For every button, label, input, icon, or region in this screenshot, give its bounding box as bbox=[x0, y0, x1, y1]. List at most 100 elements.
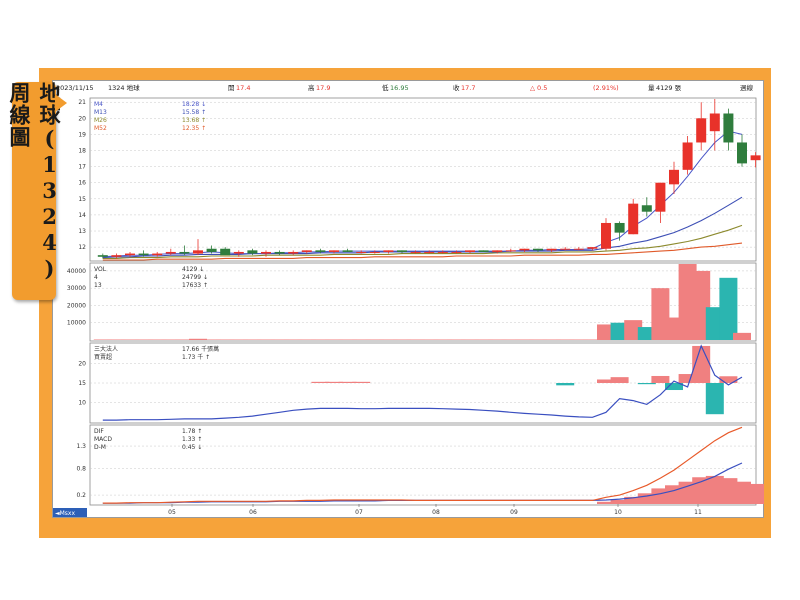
scroll-left-label[interactable]: ◄Msxx bbox=[55, 510, 75, 517]
institutional-marks bbox=[102, 344, 743, 421]
volume-bar bbox=[148, 339, 167, 340]
legend-name: VOL bbox=[94, 266, 107, 273]
candle-body bbox=[519, 248, 530, 251]
volume-bar bbox=[651, 288, 670, 340]
candle-body bbox=[628, 203, 639, 235]
oscillator-bar bbox=[624, 496, 643, 504]
volume-bar bbox=[175, 339, 194, 340]
candle-body bbox=[193, 250, 203, 254]
candle-body bbox=[97, 255, 108, 257]
volume-marks bbox=[93, 264, 751, 340]
legend-value: 13.68 ↑ bbox=[182, 117, 206, 124]
volume-bar bbox=[325, 339, 343, 340]
candle-body bbox=[424, 251, 435, 253]
volume-bar bbox=[719, 277, 738, 340]
y-tick-label: 20000 bbox=[67, 302, 86, 309]
candle-body bbox=[696, 118, 707, 143]
candle-body bbox=[465, 250, 475, 252]
legend-name: M26 bbox=[94, 117, 107, 124]
candle-body bbox=[492, 250, 503, 252]
macd-panel bbox=[89, 424, 757, 506]
candle-body bbox=[356, 251, 367, 253]
change-value: 0.5 bbox=[537, 84, 547, 92]
volume-bar bbox=[257, 339, 275, 340]
candle-body bbox=[274, 251, 285, 254]
oscillator-bar bbox=[719, 478, 738, 504]
candle-body bbox=[478, 250, 489, 252]
mode-label[interactable]: 週線 bbox=[740, 83, 754, 92]
candle-body bbox=[641, 205, 652, 212]
volume-bar bbox=[338, 339, 357, 340]
change-label: △ bbox=[530, 84, 535, 92]
volume-bar bbox=[379, 339, 398, 340]
net-buy-bar bbox=[325, 381, 343, 383]
legend-name: 買賣超 bbox=[94, 353, 112, 361]
candle-body bbox=[138, 253, 149, 256]
net-buy-bar bbox=[352, 381, 371, 383]
legend-name: M52 bbox=[94, 125, 107, 132]
volume-bar bbox=[488, 339, 507, 340]
volume-bar bbox=[678, 264, 697, 340]
y-tick-label: 40000 bbox=[67, 268, 86, 275]
candle-body bbox=[179, 251, 190, 254]
candle-body bbox=[165, 251, 176, 254]
volume-bar bbox=[93, 339, 112, 340]
legend-value: 24799 ↓ bbox=[182, 274, 208, 281]
y-tick-label: 10 bbox=[78, 400, 86, 407]
y-tick-labels: 12 13 14 15 16 17 18 19 20 21 10000 20000 30000 40000… bbox=[67, 99, 86, 499]
volume-bar bbox=[161, 339, 180, 340]
chart-window bbox=[52, 80, 764, 518]
dif-line bbox=[102, 426, 743, 504]
candle-body bbox=[614, 222, 625, 233]
volume-bar bbox=[297, 339, 316, 340]
legend-name: M4 bbox=[94, 101, 103, 108]
legend-value: 17.66 千張萬 bbox=[182, 345, 219, 353]
volume-bar bbox=[556, 339, 575, 340]
candle-body bbox=[737, 142, 747, 164]
x-tick-labels: 05 06 07 08 09 10 11 bbox=[168, 504, 702, 516]
legend-name: DIF bbox=[94, 428, 104, 435]
volume-bar bbox=[284, 339, 303, 340]
volume-label: 量 bbox=[648, 84, 655, 92]
scroll-left-button[interactable] bbox=[53, 508, 87, 517]
candle-body bbox=[315, 250, 326, 252]
candle-body bbox=[505, 250, 516, 252]
volume-bar bbox=[202, 339, 221, 340]
close-label: 收 bbox=[453, 83, 460, 92]
net-buy-bar bbox=[597, 379, 615, 383]
candle-body bbox=[655, 182, 666, 212]
candle-body bbox=[410, 251, 421, 253]
candle-body bbox=[220, 248, 231, 256]
high-value: 17.9 bbox=[316, 84, 330, 92]
ma-line-m52 bbox=[102, 242, 743, 261]
volume-bar bbox=[733, 332, 751, 340]
x-tick-label: 10 bbox=[614, 509, 622, 516]
candle-body bbox=[369, 251, 380, 253]
candle-body bbox=[342, 250, 353, 252]
volume-bar bbox=[420, 339, 439, 340]
y-tick-label: 1.3 bbox=[76, 443, 86, 450]
open-label: 開 bbox=[228, 84, 235, 92]
y-tick-label: 20 bbox=[78, 115, 86, 122]
legend-name: MACD bbox=[94, 436, 112, 443]
legend-name: 13 bbox=[94, 282, 102, 289]
candle-body bbox=[383, 250, 394, 252]
net-buy-bar bbox=[705, 383, 724, 415]
volume-bar bbox=[569, 339, 588, 340]
volume-bar bbox=[447, 339, 466, 340]
ma-line-m4 bbox=[102, 130, 743, 258]
header-stock: 1324 地球 bbox=[108, 83, 140, 92]
volume-bar bbox=[243, 339, 262, 340]
legend-value: 12.35 ↑ bbox=[182, 125, 206, 132]
oscillator-bar bbox=[637, 493, 656, 504]
volume-bar bbox=[637, 327, 656, 340]
macd-marks bbox=[102, 426, 764, 504]
volume-bar bbox=[597, 324, 615, 340]
candle-body bbox=[451, 251, 462, 253]
net-buy-bar bbox=[556, 383, 575, 386]
volume-bar bbox=[692, 270, 711, 340]
legend-name: M13 bbox=[94, 109, 107, 116]
institutional-line bbox=[102, 344, 743, 421]
legend-value: 4129 ↓ bbox=[182, 266, 204, 273]
volume-bar bbox=[624, 320, 643, 340]
